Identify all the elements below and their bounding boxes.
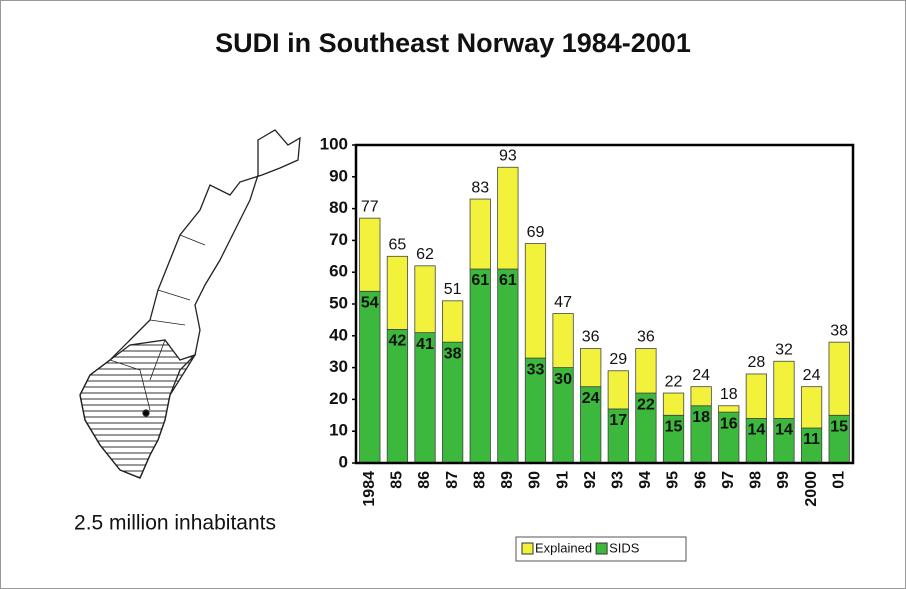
total-label: 69 xyxy=(527,224,545,241)
segment-label: 61 xyxy=(499,272,517,289)
x-tick-label: 88 xyxy=(471,471,488,489)
y-tick-label: 60 xyxy=(329,262,348,281)
legend-label: SIDS xyxy=(609,540,640,555)
total-label: 24 xyxy=(692,367,710,384)
y-tick-label: 70 xyxy=(329,230,348,249)
total-label: 47 xyxy=(554,294,572,311)
bar-segment xyxy=(469,198,491,270)
total-label: 22 xyxy=(665,373,683,390)
bar-segment xyxy=(414,265,436,334)
x-tick-label: 91 xyxy=(554,471,571,489)
y-tick-label: 100 xyxy=(320,134,348,153)
bar-segment xyxy=(828,341,850,416)
segment-label: 33 xyxy=(527,361,545,378)
legend-label: Explained xyxy=(535,540,592,555)
bar-segment xyxy=(773,360,795,419)
y-tick-label: 30 xyxy=(329,357,348,376)
bar-segment xyxy=(662,392,685,416)
segment-label: 54 xyxy=(361,294,379,311)
x-tick-label: 87 xyxy=(444,471,461,489)
segment-label: 18 xyxy=(692,409,710,426)
chart-title: SUDI in Southeast Norway 1984-2001 xyxy=(215,28,691,58)
bar-segment xyxy=(359,290,381,464)
segment-label: 22 xyxy=(637,396,655,413)
x-tick-label: 01 xyxy=(830,471,847,489)
total-label: 93 xyxy=(499,147,517,164)
total-label: 65 xyxy=(389,237,407,254)
legend-swatch xyxy=(595,542,608,555)
segment-label: 30 xyxy=(554,371,572,388)
segment-label: 17 xyxy=(609,412,627,429)
total-label: 83 xyxy=(471,179,489,196)
x-tick-label: 1984 xyxy=(361,471,378,507)
bar-segment xyxy=(718,405,740,413)
total-label: 32 xyxy=(775,341,793,358)
bar-segment xyxy=(469,268,491,464)
bar-segment xyxy=(524,243,547,359)
total-label: 18 xyxy=(720,386,738,403)
bar-segment xyxy=(442,300,464,343)
bar-segment xyxy=(800,386,823,429)
bar-segment xyxy=(690,386,712,407)
x-tick-label: 92 xyxy=(582,471,599,489)
x-tick-label: 85 xyxy=(389,471,406,489)
bar-segment xyxy=(552,313,574,369)
total-label: 29 xyxy=(609,351,627,368)
total-label: 77 xyxy=(361,198,379,215)
map xyxy=(79,129,301,479)
y-tick-label: 20 xyxy=(329,389,348,408)
segment-label: 42 xyxy=(389,333,407,350)
y-tick-label: 10 xyxy=(329,421,348,440)
legend: Explained SIDS xyxy=(515,536,687,562)
total-label: 38 xyxy=(830,322,848,339)
y-tick-label: 0 xyxy=(339,452,348,471)
y-tick-label: 40 xyxy=(329,325,348,344)
x-tick-label: 96 xyxy=(692,471,709,489)
x-tick-label: 95 xyxy=(665,471,682,489)
y-tick-label: 90 xyxy=(329,166,348,185)
bar-segment xyxy=(580,348,602,388)
x-tick-label: 97 xyxy=(720,471,737,489)
bar-segment xyxy=(497,166,519,270)
segment-label: 14 xyxy=(775,422,793,439)
y-tick-label: 50 xyxy=(329,293,348,312)
bar-segment xyxy=(359,217,381,292)
total-label: 51 xyxy=(444,281,462,298)
x-tick-label: 93 xyxy=(610,471,627,489)
plot-frame xyxy=(354,143,855,465)
annotation: 2.5 million inhabitants xyxy=(74,512,276,535)
segment-label: 61 xyxy=(471,272,489,289)
segment-label: 41 xyxy=(416,336,434,353)
segment-label: 11 xyxy=(803,431,820,448)
segment-label: 14 xyxy=(747,422,765,439)
legend-swatch xyxy=(521,542,534,555)
x-tick-label: 86 xyxy=(416,471,433,489)
bar-segment xyxy=(386,255,409,330)
x-tick-label: 2000 xyxy=(803,471,820,507)
bar-segment xyxy=(635,348,657,394)
y-tick-label: 80 xyxy=(329,198,348,217)
x-tick-label: 89 xyxy=(499,471,516,489)
total-label: 24 xyxy=(803,367,821,384)
total-label: 28 xyxy=(747,354,765,371)
total-label: 36 xyxy=(582,329,600,346)
bar-segment xyxy=(745,373,767,419)
x-tick-label: 94 xyxy=(637,471,654,489)
bar-segment xyxy=(607,370,629,410)
segment-label: 38 xyxy=(444,345,462,362)
bar-segment xyxy=(497,268,519,464)
segment-label: 15 xyxy=(830,419,848,436)
x-tick-label: 90 xyxy=(527,471,544,489)
x-tick-label: 98 xyxy=(748,471,765,489)
segment-label: 24 xyxy=(582,390,600,407)
segment-label: 16 xyxy=(720,415,738,432)
total-label: 62 xyxy=(416,246,434,263)
x-tick-label: 99 xyxy=(775,471,792,489)
total-label: 36 xyxy=(637,329,655,346)
segment-label: 15 xyxy=(665,419,683,436)
